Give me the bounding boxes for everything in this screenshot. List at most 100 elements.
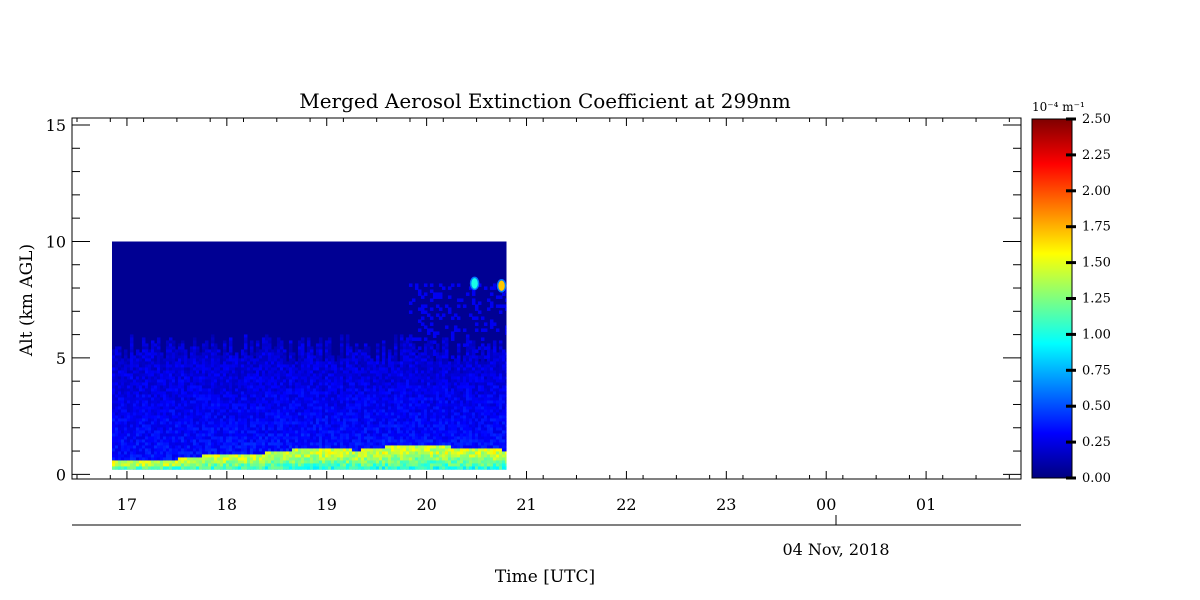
heatmap-cell [393,418,398,422]
heatmap-cell [243,391,248,395]
heatmap-cell [258,406,263,410]
heatmap-cell [414,379,419,383]
heatmap-cell [306,340,311,344]
heatmap-cell [126,412,131,416]
heatmap-cell [366,439,371,443]
heatmap-cell [360,442,365,446]
heatmap-cell [393,382,398,386]
heatmap-cell [420,439,425,443]
heatmap-cell [207,364,212,368]
heatmap-cell [405,421,410,425]
heatmap-cell [339,394,344,398]
heatmap-cell [285,385,290,389]
heatmap-cell [450,457,455,461]
heatmap-cell [222,409,227,413]
heatmap-cell [198,454,203,458]
heatmap-cell [417,376,422,380]
heatmap-cell [192,433,197,437]
heatmap-cell [312,367,317,371]
heatmap-cell [126,361,131,365]
heatmap-cell [426,463,431,467]
heatmap-cell [198,379,203,383]
heatmap-cell [429,439,434,443]
heatmap-cell [219,457,224,461]
heatmap-cell [144,358,149,362]
heatmap-cell [246,385,251,389]
heatmap-cell [159,367,164,371]
heatmap-cell [225,364,230,368]
heatmap-cell [162,415,167,419]
heatmap-cell [147,403,152,407]
heatmap-cell [333,400,338,404]
heatmap-cell [387,469,392,470]
heatmap-cell [321,406,326,410]
heatmap-cell [186,433,191,437]
heatmap-cell [186,451,191,455]
heatmap-cell [141,421,146,425]
heatmap-cell [255,361,260,365]
heatmap-cell [186,358,191,362]
heatmap-cell [156,394,161,398]
heatmap-cell [135,433,140,437]
heatmap-cell [450,418,455,422]
heatmap-cell [348,445,353,449]
heatmap-cell [243,382,248,386]
heatmap-cell [168,439,173,443]
heatmap-cell [222,430,227,434]
heatmap-cell [312,469,317,470]
heatmap-cell [315,343,320,347]
heatmap-cell [267,418,272,422]
heatmap-cell [399,361,404,365]
heatmap-cell [336,421,341,425]
heatmap-cell [426,451,431,455]
heatmap-cell [159,463,164,467]
heatmap-cell [258,400,263,404]
heatmap-cell [453,451,458,455]
heatmap-cell [165,397,170,401]
heatmap-cell [252,454,257,458]
heatmap-cell [207,403,212,407]
heatmap-cell [399,454,404,458]
heatmap-cell [204,340,209,344]
heatmap-cell [153,367,158,371]
heatmap-cell [300,409,305,413]
heatmap-cell [222,406,227,410]
heatmap-cell [231,376,236,380]
heatmap-cell [351,400,356,404]
heatmap-cell [276,343,281,347]
heatmap-cell [165,403,170,407]
heatmap-cell [375,376,380,380]
heatmap-cell [186,448,191,452]
heatmap-cell [261,409,266,413]
heatmap-cell [198,448,203,452]
heatmap-cell [114,355,119,359]
heatmap-cell [312,436,317,440]
heatmap-cell [324,403,329,407]
heatmap-cell [123,424,128,428]
heatmap-cell [231,391,236,395]
heatmap-cell [282,397,287,401]
heatmap-cell [225,442,230,446]
heatmap-cell [348,376,353,380]
heatmap-cell [228,469,233,470]
heatmap-cell [228,421,233,425]
heatmap-cell [435,412,440,416]
heatmap-cell [192,427,197,431]
heatmap-cell [342,391,347,395]
heatmap-cell [249,469,254,470]
heatmap-cell [213,418,218,422]
heatmap-cell [363,448,368,452]
heatmap-cell [156,361,161,365]
heatmap-cell [216,349,221,353]
heatmap-cell [261,439,266,443]
heatmap-cell [183,355,188,359]
heatmap-cell [357,418,362,422]
heatmap-cell [120,457,125,461]
heatmap-cell [156,418,161,422]
heatmap-cell [279,454,284,458]
heatmap-cell [138,415,143,419]
heatmap-cell [384,382,389,386]
heatmap-cell [114,466,119,470]
extinction-heatmap [111,241,507,470]
heatmap-cell [267,460,272,464]
